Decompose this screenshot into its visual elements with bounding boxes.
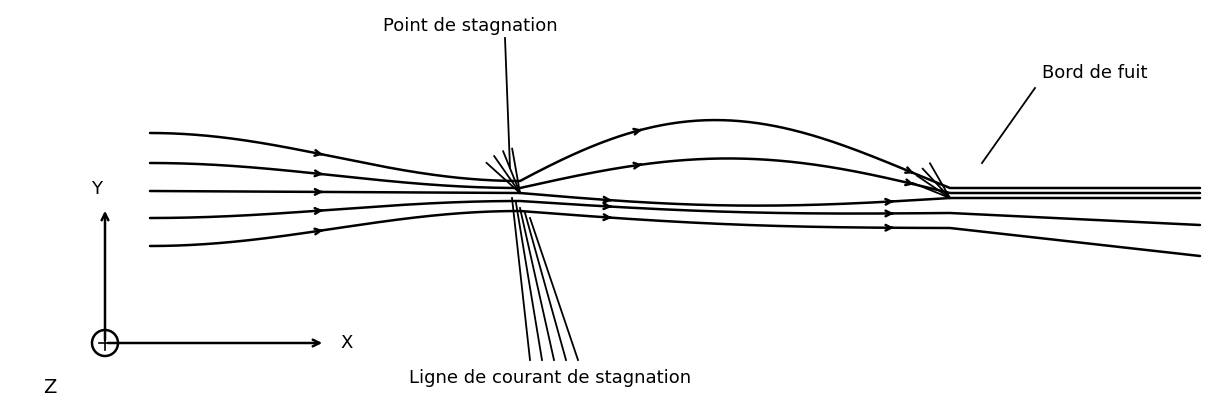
Text: Z: Z [44,378,57,397]
Text: Point de stagnation: Point de stagnation [382,17,558,35]
Text: Bord de fuit: Bord de fuit [1043,64,1147,82]
Text: X: X [340,334,352,352]
Text: Y: Y [91,180,102,198]
Text: Ligne de courant de stagnation: Ligne de courant de stagnation [409,369,691,387]
